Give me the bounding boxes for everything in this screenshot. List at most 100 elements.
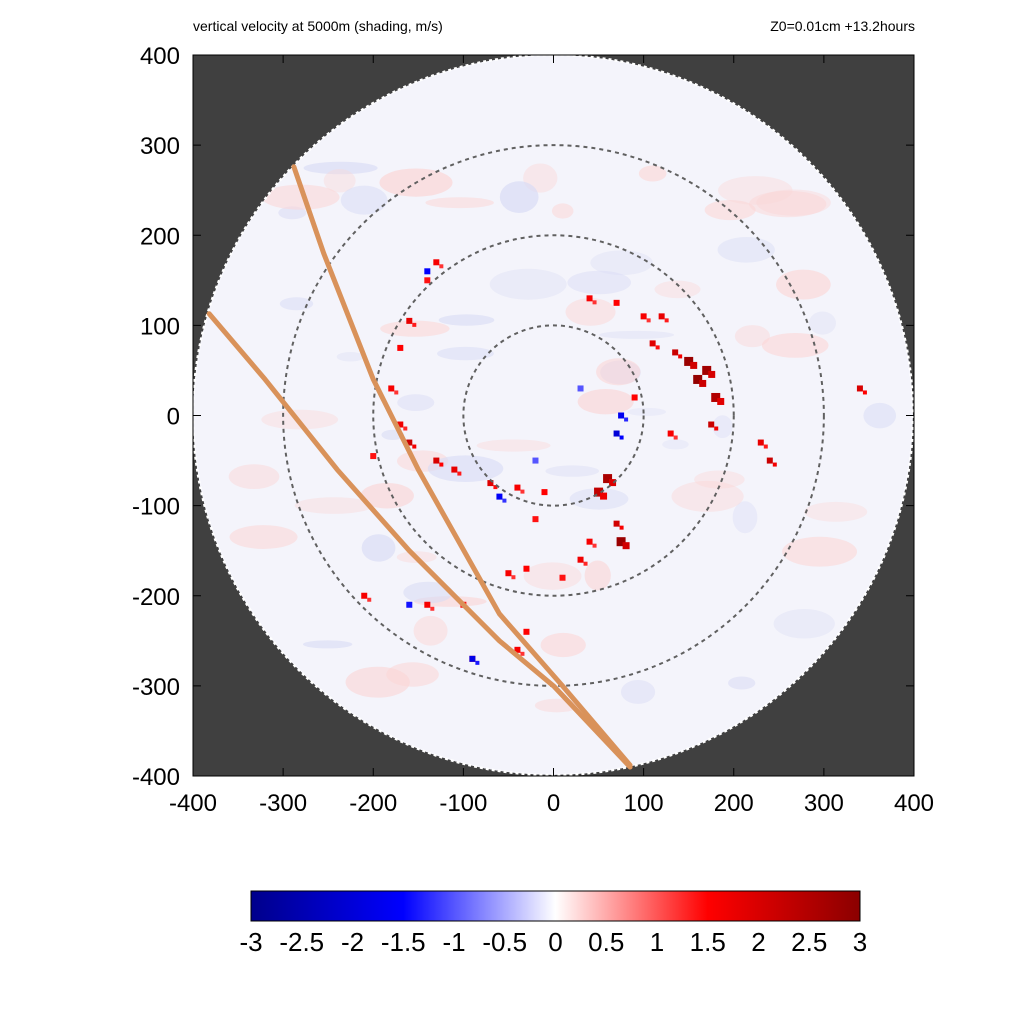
- colorbar-tick-label: 1.5: [690, 927, 726, 957]
- updraft-cell: [684, 356, 694, 366]
- updraft-cell: [370, 453, 377, 460]
- updraft-cell: [493, 485, 498, 490]
- updraft-cell: [487, 480, 494, 487]
- shading-patch: [261, 184, 340, 210]
- shading-patch: [540, 632, 586, 658]
- colorbar-tick-label: 0: [548, 927, 562, 957]
- updraft-cell: [586, 538, 593, 545]
- shading-patch: [437, 346, 494, 361]
- shading-patch: [545, 465, 600, 477]
- colorbar-tick-label: 3: [853, 927, 867, 957]
- updraft-cell: [433, 457, 440, 464]
- updraft-cell: [714, 426, 719, 431]
- updraft-cell: [619, 525, 624, 530]
- colorbar-tick-label: 2: [751, 927, 765, 957]
- updraft-cell: [592, 543, 597, 548]
- shading-patch: [773, 609, 835, 639]
- y-tick-label: -300: [132, 674, 180, 701]
- shading-patch: [345, 666, 410, 698]
- updraft-cell: [708, 421, 715, 428]
- updraft-cell: [708, 370, 716, 378]
- updraft-cell: [511, 575, 516, 580]
- updraft-cell: [361, 592, 368, 599]
- shading-patch: [734, 325, 770, 348]
- shading-patch: [577, 389, 634, 415]
- updraft-cell: [403, 426, 408, 431]
- updraft-cell: [693, 374, 703, 384]
- x-tick-label: 200: [714, 790, 754, 817]
- downdraft-cell: [613, 430, 620, 437]
- colorbar: [250, 890, 861, 922]
- updraft-cell: [397, 421, 404, 428]
- updraft-cell: [640, 313, 647, 320]
- updraft-cell: [600, 492, 608, 500]
- range-ring: [372, 234, 735, 597]
- shading-patch: [804, 501, 868, 522]
- x-tick-label: 400: [894, 790, 934, 817]
- updraft-cell: [583, 561, 588, 566]
- shading-patch: [427, 455, 504, 482]
- updraft-cell: [711, 392, 721, 402]
- shading-patch: [627, 407, 667, 416]
- x-tick-label: -100: [439, 790, 487, 817]
- downdraft-cell: [618, 412, 625, 419]
- storm-track: [291, 164, 633, 768]
- colorbar-tick-label: -1: [442, 927, 465, 957]
- updraft-cell: [658, 313, 665, 320]
- shading-patch: [323, 169, 356, 193]
- shading-patch: [671, 480, 744, 512]
- y-tick-label: 300: [140, 133, 180, 160]
- shading-patch: [303, 161, 378, 175]
- shading-patch: [718, 176, 793, 205]
- updraft-cell: [699, 379, 707, 387]
- shading-patch: [551, 203, 574, 219]
- updraft-cell: [457, 471, 462, 476]
- downdraft-cell: [619, 435, 624, 440]
- updraft-cell: [412, 444, 417, 449]
- updraft-cell: [514, 646, 521, 653]
- shading-patch: [361, 534, 396, 562]
- shading-patch: [499, 181, 539, 213]
- updraft-cell: [520, 489, 525, 494]
- x-tick-label: 0: [547, 790, 560, 817]
- shading-patch: [294, 497, 374, 514]
- shading-patch: [380, 320, 450, 337]
- colorbar-tick-label: -1.5: [381, 927, 426, 957]
- y-tick-label: 100: [140, 313, 180, 340]
- updraft-cell: [678, 354, 683, 359]
- updraft-cell: [649, 340, 656, 347]
- shading-patch: [569, 488, 629, 510]
- shading-patch: [620, 680, 656, 704]
- y-tick-label: 0: [167, 404, 180, 431]
- colorbar-tick-label: 0.5: [588, 927, 624, 957]
- updraft-cell: [673, 435, 678, 440]
- updraft-cell: [664, 318, 669, 323]
- x-tick-label: -200: [349, 790, 397, 817]
- updraft-cell: [367, 597, 372, 602]
- colorbar-tick-label: -2: [341, 927, 364, 957]
- downdraft-cell: [624, 417, 629, 422]
- updraft-cell: [594, 487, 604, 497]
- updraft-cell: [717, 397, 725, 405]
- updraft-cell: [702, 365, 712, 375]
- updraft-cell: [388, 385, 395, 392]
- downdraft-cell: [577, 385, 584, 392]
- shading-patch: [717, 236, 775, 263]
- x-tick-label: -300: [259, 790, 307, 817]
- shading-patch: [229, 525, 298, 549]
- colorbar-tick-label: -3: [239, 927, 262, 957]
- x-tick-label: -400: [169, 790, 217, 817]
- updraft-cell: [592, 300, 597, 305]
- shading-patch: [863, 402, 897, 429]
- updraft-cell: [520, 651, 525, 656]
- shading-patch: [694, 470, 745, 489]
- shading-patch: [565, 298, 616, 326]
- shading-patch: [662, 439, 689, 450]
- colorbar-tick-label: -0.5: [482, 927, 527, 957]
- x-tick-label: 300: [804, 790, 844, 817]
- downdraft-cell: [469, 655, 476, 662]
- colorbar-tick-label: 1: [650, 927, 664, 957]
- updraft-cell: [523, 628, 530, 635]
- updraft-cell: [394, 390, 399, 395]
- updraft-cell: [766, 457, 773, 464]
